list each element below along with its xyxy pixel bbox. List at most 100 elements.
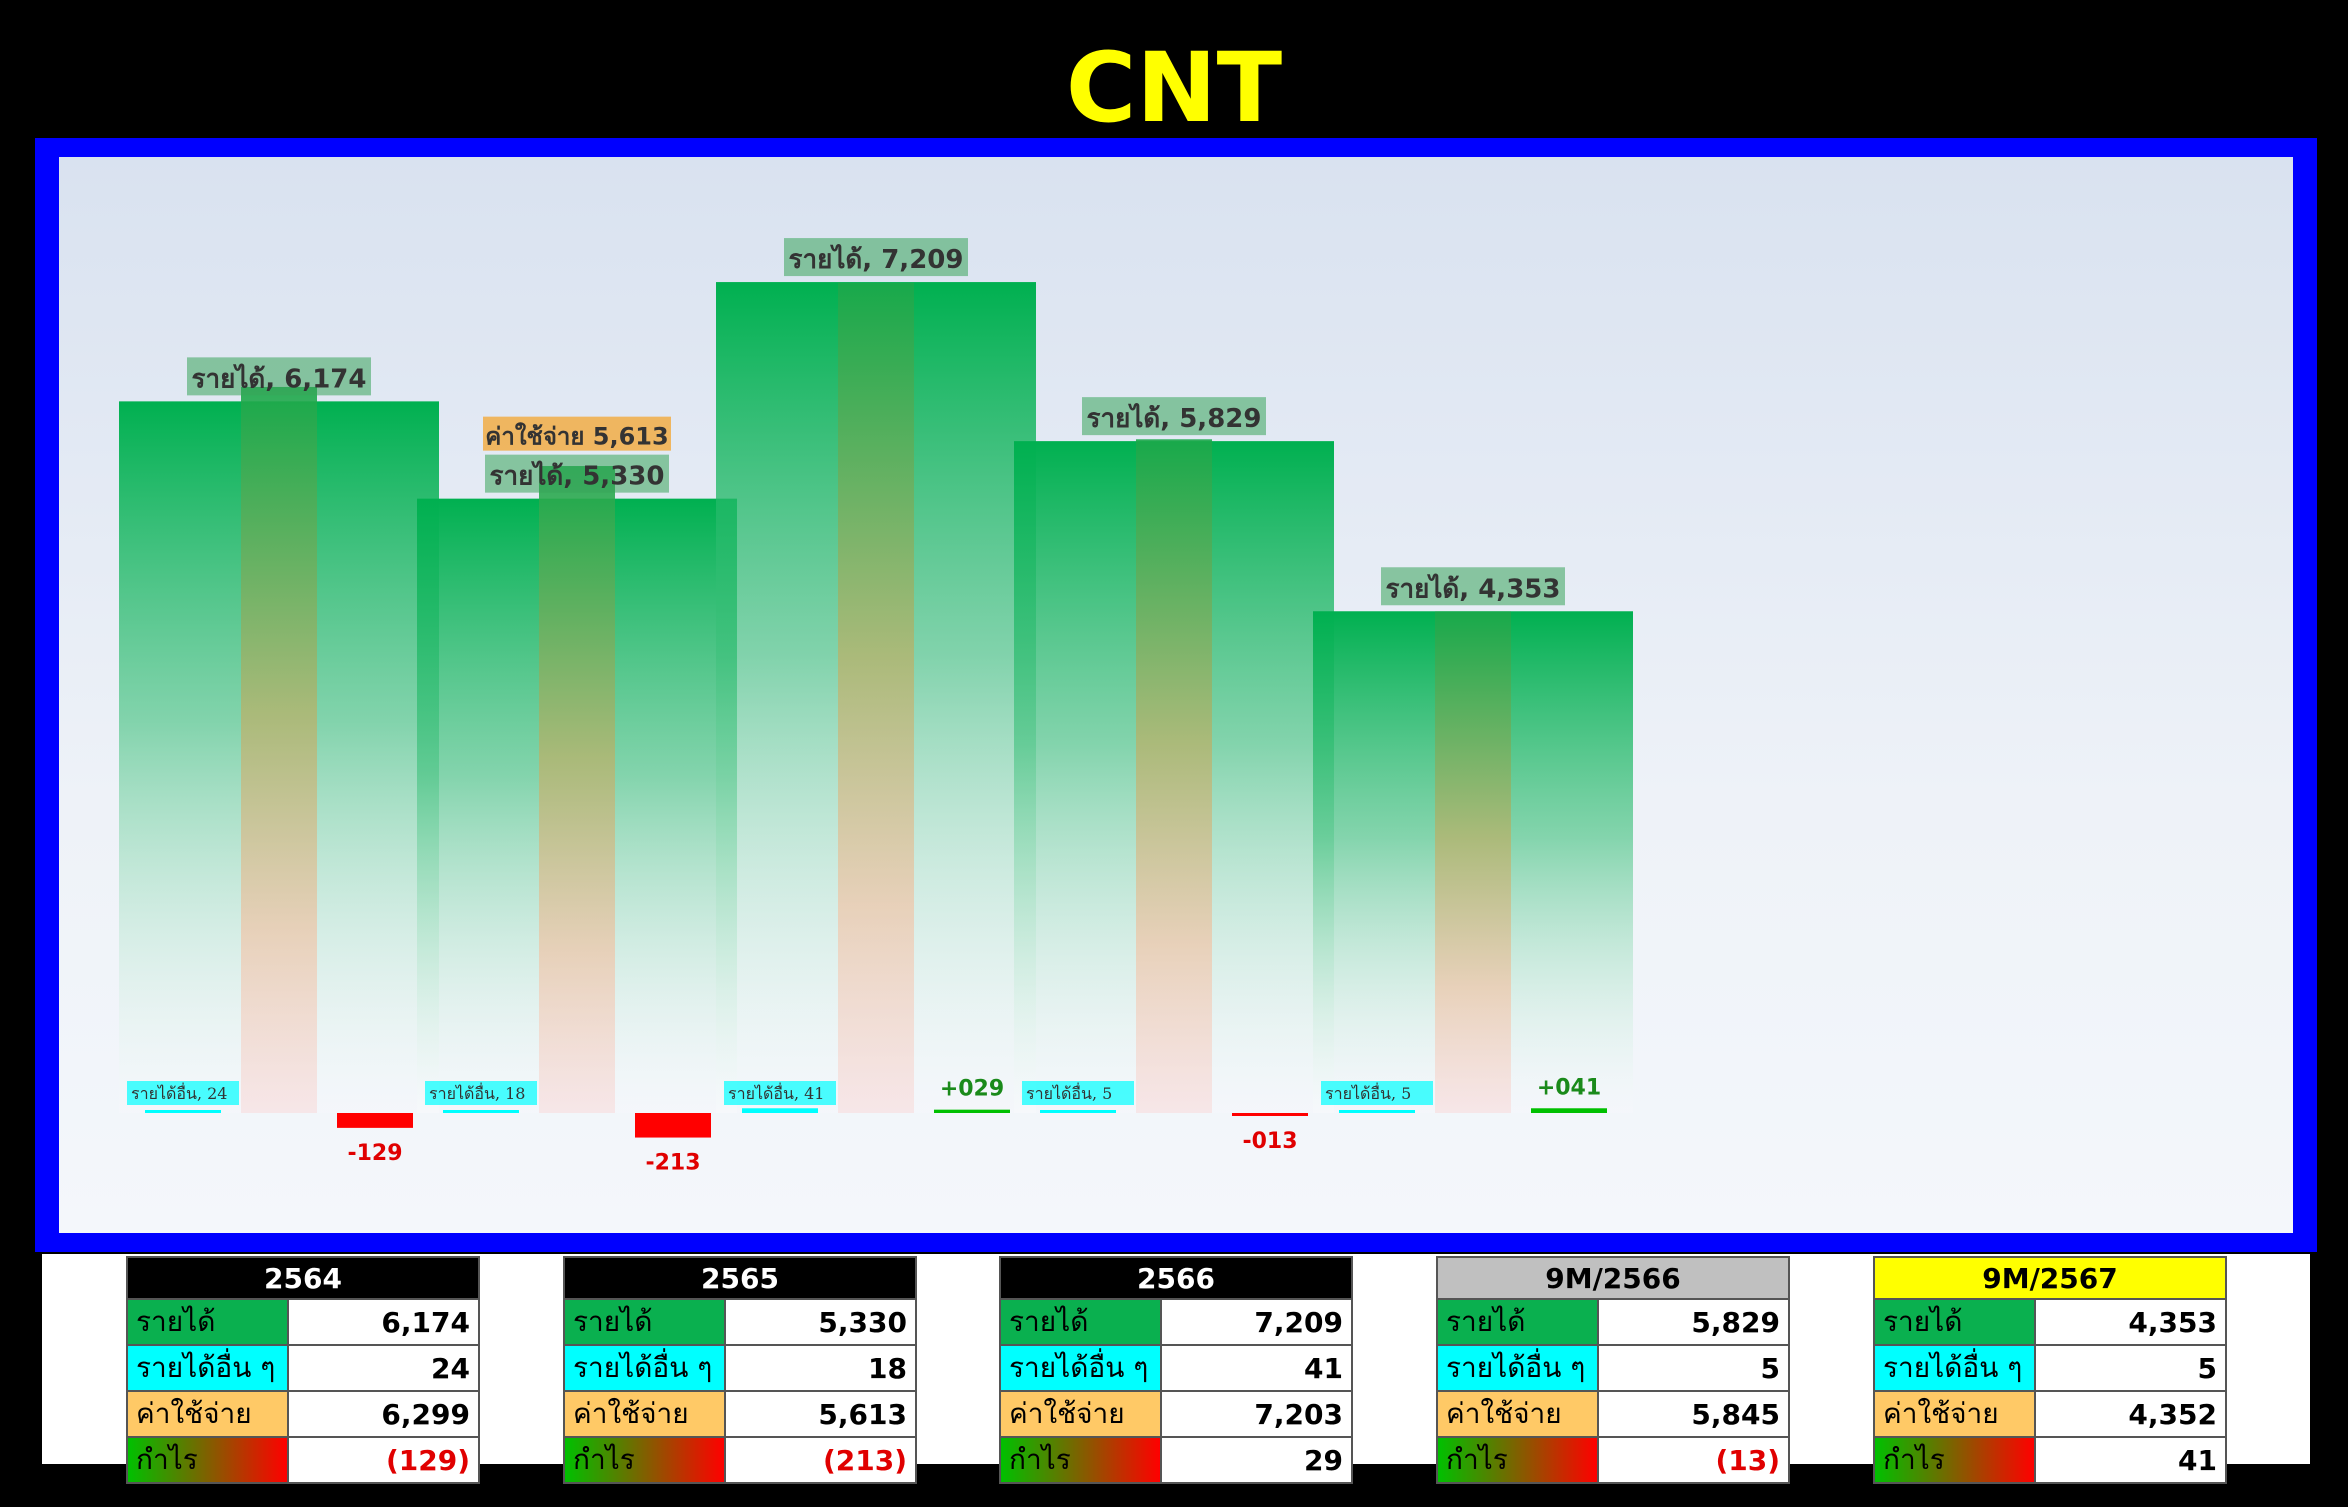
- row-label: รายได้อื่น ๆ: [999, 1344, 1162, 1392]
- table-header: 2565: [563, 1256, 917, 1300]
- row-value: (129): [287, 1436, 480, 1484]
- profit-bar: [1531, 1108, 1607, 1113]
- table-row: รายได้ 5,829: [1436, 1298, 1790, 1346]
- row-value: 5,845: [1597, 1390, 1790, 1438]
- plot-area: รายได้, 6,174 รายได้อื่น, 24 -129 รายได้, 5…: [59, 157, 2293, 1233]
- revenue-data-label: รายได้, 7,209: [789, 243, 964, 275]
- table-row: ค่าใช้จ่าย 5,613: [563, 1390, 917, 1438]
- revenue-label-bg: [784, 238, 968, 277]
- profit-data-label: +029: [940, 1077, 1004, 1102]
- other-income-data-label: รายได้อื่น, 5: [1325, 1082, 1411, 1103]
- table-row: กำไร (213): [563, 1436, 917, 1484]
- expense-data-label: ค่าใช้จ่าย 5,613: [485, 422, 668, 451]
- table-row: รายได้อื่น ๆ 24: [126, 1344, 480, 1392]
- expense-bar: [539, 466, 615, 1113]
- row-value: 5,829: [1597, 1298, 1790, 1346]
- expense-bar: [241, 386, 317, 1113]
- table-row: ค่าใช้จ่าย 5,845: [1436, 1390, 1790, 1438]
- other-label-bg: [425, 1081, 537, 1105]
- row-label: กำไร: [126, 1436, 289, 1484]
- chart-title: CNT: [1065, 32, 1283, 144]
- other-income-data-label: รายได้อื่น, 24: [131, 1082, 227, 1103]
- other-income-data-label: รายได้อื่น, 5: [1026, 1082, 1112, 1103]
- row-label: ค่าใช้จ่าย: [999, 1390, 1162, 1438]
- row-value: 41: [2034, 1436, 2227, 1484]
- chart-frame: รายได้, 6,174 รายได้อื่น, 24 -129 รายได้, 5…: [35, 138, 2317, 1252]
- table-row: กำไร 29: [999, 1436, 1353, 1484]
- bar-chart: รายได้, 6,174 รายได้อื่น, 24 -129 รายได้, 5…: [119, 238, 1633, 1176]
- revenue-label-bg: [1082, 397, 1266, 436]
- profit-data-label: -013: [1242, 1129, 1297, 1154]
- revenue-data-label: รายได้, 6,174: [192, 362, 367, 394]
- row-label: ค่าใช้จ่าย: [126, 1390, 289, 1438]
- other-label-bg: [724, 1081, 836, 1105]
- row-value: 5: [1597, 1344, 1790, 1392]
- row-value: 6,174: [287, 1298, 480, 1346]
- other-label-bg: [127, 1081, 239, 1105]
- row-label: ค่าใช้จ่าย: [1873, 1390, 2036, 1438]
- expense-bar: [1435, 611, 1511, 1113]
- row-label: ค่าใช้จ่าย: [1436, 1390, 1599, 1438]
- row-value: 5,330: [724, 1298, 917, 1346]
- profit-bar: [337, 1113, 413, 1128]
- expense-bar: [838, 282, 914, 1113]
- other-label-bg: [1022, 1081, 1134, 1105]
- table-row: ค่าใช้จ่าย 7,203: [999, 1390, 1353, 1438]
- table-row: รายได้ 6,174: [126, 1298, 480, 1346]
- table-header: 9M/2567: [1873, 1256, 2227, 1300]
- table-header: 9M/2566: [1436, 1256, 1790, 1300]
- row-label: รายได้: [999, 1298, 1162, 1346]
- summary-table: 2564 รายได้ 6,174 รายได้อื่น ๆ 24 ค่าใช้จ่าย 6…: [126, 1256, 480, 1484]
- other-income-bar: [742, 1108, 818, 1113]
- row-value: 4,353: [2034, 1298, 2227, 1346]
- summary-table: 2566 รายได้ 7,209 รายได้อื่น ๆ 41 ค่าใช้จ่าย 7…: [999, 1256, 1353, 1484]
- row-label: กำไร: [1873, 1436, 2036, 1484]
- row-value: 24: [287, 1344, 480, 1392]
- row-label: รายได้อื่น ๆ: [563, 1344, 726, 1392]
- table-row: รายได้อื่น ๆ 18: [563, 1344, 917, 1392]
- table-row: กำไร 41: [1873, 1436, 2227, 1484]
- row-label: รายได้: [126, 1298, 289, 1346]
- row-value: 6,299: [287, 1390, 480, 1438]
- expense-bar: [1136, 439, 1212, 1113]
- profit-data-label: +041: [1537, 1075, 1601, 1100]
- profit-data-label: -213: [645, 1151, 700, 1176]
- table-header: 2564: [126, 1256, 480, 1300]
- row-label: รายได้อื่น ๆ: [1436, 1344, 1599, 1392]
- row-value: 5,613: [724, 1390, 917, 1438]
- row-value: 29: [1160, 1436, 1353, 1484]
- revenue-label-bg: [1381, 567, 1565, 606]
- revenue-data-label: รายได้, 4,353: [1386, 572, 1561, 604]
- other-label-bg: [1321, 1081, 1433, 1105]
- row-label: ค่าใช้จ่าย: [563, 1390, 726, 1438]
- other-income-bar: [1040, 1110, 1116, 1113]
- other-income-bar: [443, 1110, 519, 1113]
- row-value: (13): [1597, 1436, 1790, 1484]
- row-label: รายได้อื่น ๆ: [126, 1344, 289, 1392]
- table-row: กำไร (129): [126, 1436, 480, 1484]
- other-income-bar: [145, 1110, 221, 1113]
- row-value: (213): [724, 1436, 917, 1484]
- table-row: รายได้ 7,209: [999, 1298, 1353, 1346]
- profit-bar: [934, 1109, 1010, 1113]
- row-label: รายได้: [1873, 1298, 2036, 1346]
- table-row: รายได้ 4,353: [1873, 1298, 2227, 1346]
- other-income-bar: [1339, 1110, 1415, 1113]
- row-value: 7,203: [1160, 1390, 1353, 1438]
- expense-label-bg: [483, 416, 671, 451]
- revenue-data-label: รายได้, 5,829: [1087, 402, 1262, 434]
- summary-table: 9M/2566 รายได้ 5,829 รายได้อื่น ๆ 5 ค่าใช้จ่า…: [1436, 1256, 1790, 1484]
- row-value: 18: [724, 1344, 917, 1392]
- row-label: รายได้: [563, 1298, 726, 1346]
- table-row: รายได้ 5,330: [563, 1298, 917, 1346]
- revenue-data-label: รายได้, 5,330: [490, 460, 665, 492]
- table-row: กำไร (13): [1436, 1436, 1790, 1484]
- other-income-data-label: รายได้อื่น, 18: [429, 1082, 525, 1103]
- row-label: กำไร: [999, 1436, 1162, 1484]
- table-header: 2566: [999, 1256, 1353, 1300]
- summary-table: 2565 รายได้ 5,330 รายได้อื่น ๆ 18 ค่าใช้จ่าย 5…: [563, 1256, 917, 1484]
- table-row: ค่าใช้จ่าย 4,352: [1873, 1390, 2227, 1438]
- row-label: กำไร: [563, 1436, 726, 1484]
- profit-bar: [1232, 1113, 1308, 1116]
